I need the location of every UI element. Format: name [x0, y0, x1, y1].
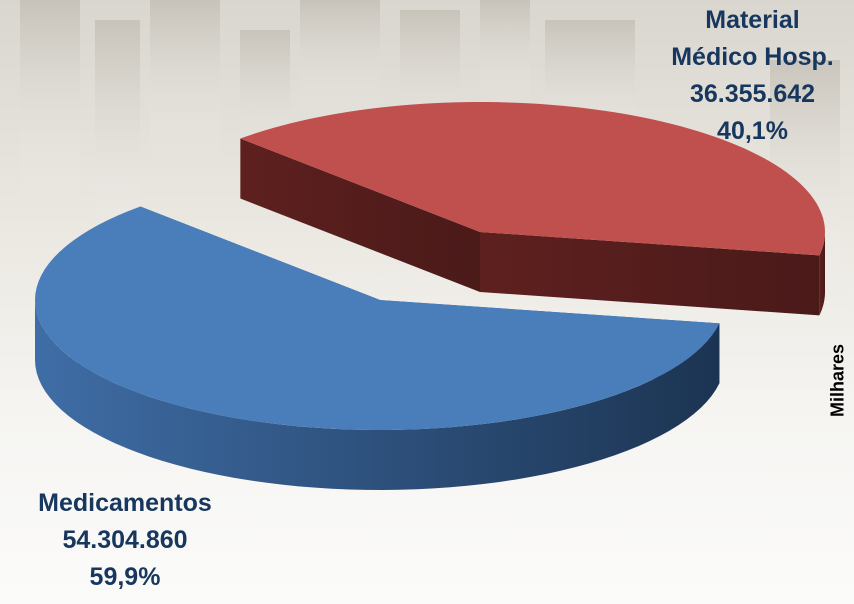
category-label: Material Médico Hosp.: [660, 2, 845, 76]
slice-label: Medicamentos 54.304.860 59,9%: [0, 485, 250, 596]
unit-label: Milhares: [828, 331, 849, 431]
chart: Medicamentos 54.304.860 59,9% Material M…: [0, 0, 854, 604]
slice-label: Material Médico Hosp. 36.355.642 40,1%: [660, 2, 845, 150]
value-label: 36.355.642: [660, 76, 845, 113]
percentage-label: 59,9%: [0, 559, 250, 596]
category-label: Medicamentos: [0, 485, 250, 522]
percentage-label: 40,1%: [660, 113, 845, 150]
pie: [35, 102, 825, 490]
value-label: 54.304.860: [0, 522, 250, 559]
